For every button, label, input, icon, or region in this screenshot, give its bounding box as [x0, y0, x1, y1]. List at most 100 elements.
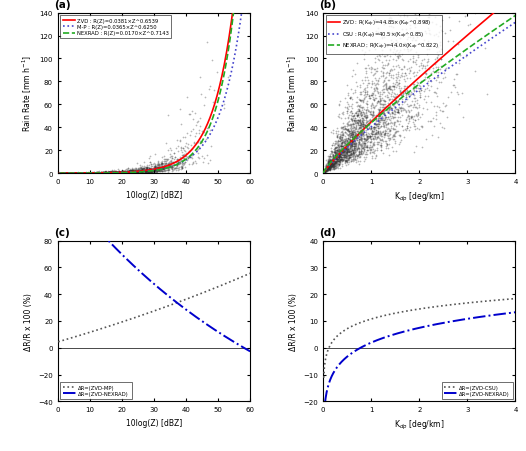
Point [63, 170, 71, 177]
Point [70, 170, 79, 177]
Point [96, 170, 105, 177]
Point [382, 108, 391, 115]
Point [403, 97, 411, 104]
Point [66, 170, 75, 177]
Point [407, 114, 416, 121]
Point [70, 170, 78, 177]
ZVD : R(K$_{dp}$)=44.85×(K$_{dp}$^0.898): (2.91, 117): R(K$_{dp}$)=44.85×(K$_{dp}$^0.898): (2.9… [460, 37, 466, 43]
Point [322, 165, 330, 172]
Point [401, 91, 409, 98]
Point [91, 170, 99, 177]
Point [66, 170, 75, 177]
Line: M-P : R(Z)=0.0365×Z^0.6250: M-P : R(Z)=0.0365×Z^0.6250 [59, 0, 250, 174]
Point [155, 166, 164, 173]
Point [104, 170, 113, 177]
Point [356, 142, 365, 149]
Point [148, 168, 157, 175]
Point [121, 169, 129, 176]
Point [331, 152, 340, 159]
Point [94, 170, 103, 177]
Point [354, 132, 362, 139]
Point [396, 36, 404, 43]
Point [99, 170, 107, 177]
Point [352, 120, 360, 127]
Point [347, 138, 356, 146]
Point [138, 169, 147, 176]
Point [355, 124, 363, 132]
Point [144, 167, 153, 175]
Point [90, 170, 98, 177]
Point [152, 167, 160, 175]
Point [121, 168, 129, 175]
Point [72, 170, 80, 177]
Point [361, 115, 370, 122]
Point [96, 170, 104, 177]
Point [337, 134, 345, 141]
Point [137, 166, 146, 174]
Point [144, 167, 152, 175]
NEXRAD : R(Z)=0.0170×Z^0.7143: (24.1, 0.89): R(Z)=0.0170×Z^0.7143: (24.1, 0.89) [132, 170, 138, 175]
Point [157, 164, 165, 171]
Point [107, 169, 116, 176]
Point [64, 170, 73, 177]
Point [327, 165, 335, 172]
Point [100, 169, 108, 176]
Point [368, 143, 376, 150]
Point [361, 114, 370, 121]
Point [336, 151, 345, 158]
Point [394, 81, 403, 88]
Point [343, 127, 351, 134]
Point [373, 125, 382, 133]
Point [338, 147, 347, 154]
Point [143, 167, 151, 175]
Point [328, 153, 336, 161]
Point [106, 170, 115, 177]
Point [87, 170, 96, 177]
Point [331, 151, 340, 158]
Point [57, 170, 66, 177]
Point [183, 157, 191, 164]
Point [130, 169, 138, 176]
Point [358, 138, 367, 145]
Point [331, 144, 339, 152]
Point [65, 170, 74, 177]
Point [361, 65, 369, 73]
Point [103, 170, 112, 177]
Point [63, 170, 71, 177]
Point [142, 169, 150, 176]
Point [120, 169, 128, 176]
Point [359, 132, 368, 139]
Point [155, 161, 164, 168]
Point [96, 170, 104, 177]
Point [349, 129, 358, 136]
Point [398, 92, 407, 100]
Point [357, 131, 365, 138]
Point [80, 170, 89, 177]
Point [360, 122, 369, 129]
Point [344, 152, 352, 160]
Point [60, 170, 68, 177]
ΔR=(ZVD-CSU) [512, 296, 519, 302]
Point [355, 139, 363, 147]
Point [369, 126, 378, 133]
Point [172, 162, 180, 169]
Point [80, 170, 89, 177]
Point [332, 152, 340, 160]
Point [69, 170, 78, 177]
Point [403, 125, 411, 133]
Point [410, 74, 419, 81]
Point [85, 170, 93, 177]
Point [347, 141, 356, 148]
Point [329, 161, 337, 168]
Point [322, 168, 331, 175]
Point [163, 156, 171, 164]
Point [70, 170, 78, 177]
Point [148, 167, 157, 174]
Point [58, 170, 67, 177]
Point [69, 170, 78, 177]
Point [74, 170, 82, 177]
Point [348, 143, 356, 150]
Point [348, 143, 357, 150]
Point [171, 165, 179, 172]
Point [375, 139, 383, 146]
